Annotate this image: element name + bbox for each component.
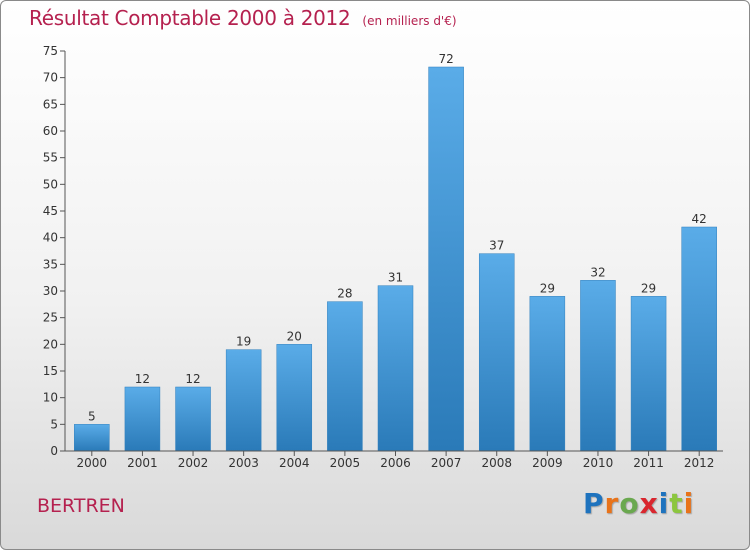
y-tick-label: 55	[43, 151, 58, 165]
x-tick-label-2011: 2011	[633, 456, 664, 470]
data-label-2012: 42	[692, 212, 707, 226]
data-label-2000: 5	[88, 409, 96, 423]
y-tick-label: 40	[43, 231, 58, 245]
bar-2000	[74, 424, 110, 452]
x-tick-label-2001: 2001	[127, 456, 158, 470]
y-tick-label: 45	[43, 204, 58, 218]
logo-letter: x	[639, 487, 659, 520]
data-label-2011: 29	[641, 281, 656, 295]
y-axis: 0 5 10 15 20 25 30 35 40 45 50 55 60 65 70 75	[43, 44, 66, 458]
logo-letter: t	[669, 487, 684, 520]
bar-2001	[124, 386, 161, 452]
data-label-2001: 12	[135, 372, 150, 386]
bar-2003	[225, 349, 262, 452]
bar-2008	[478, 253, 515, 452]
bar-2012	[681, 226, 717, 452]
chart-title: Résultat Comptable 2000 à 2012 (en millie…	[29, 6, 457, 30]
data-label-2002: 12	[185, 372, 200, 386]
y-tick-label: 65	[43, 97, 58, 111]
data-label-2007: 72	[438, 52, 453, 66]
x-tick-label-2000: 2000	[77, 456, 108, 470]
commune-name: BERTREN	[37, 495, 125, 517]
y-tick-label: 20	[43, 337, 58, 351]
x-tick-label-2010: 2010	[583, 456, 614, 470]
data-label-2006: 31	[388, 271, 403, 285]
y-tick-label: 35	[43, 257, 58, 271]
x-tick-label-2008: 2008	[481, 456, 512, 470]
proxiti-logo: Proxiti	[583, 487, 694, 520]
y-tick-label: 15	[43, 364, 58, 378]
logo-letter: P	[583, 487, 605, 520]
data-label-2008: 37	[489, 239, 504, 253]
bar-2007	[428, 66, 464, 452]
x-tick-label-2006: 2006	[380, 456, 411, 470]
y-tick-label: 50	[43, 177, 58, 191]
y-tick-label: 5	[50, 417, 58, 431]
logo-letter: r	[604, 487, 620, 520]
logo-letter: o	[619, 487, 640, 520]
data-label-2004: 20	[287, 329, 302, 343]
bars: 5 12 12 19 20 28 31 72 37 29 32 29 42	[74, 52, 717, 452]
x-axis: 2000 2001 2002 2003 2004 2005 2006 2007 2008 2009…	[65, 450, 723, 470]
bar-2011	[630, 296, 667, 452]
unit-note: (en milliers d'€)	[362, 14, 457, 28]
y-tick-label: 70	[43, 71, 58, 85]
x-tick-label-2009: 2009	[532, 456, 563, 470]
bar-2010	[580, 280, 616, 452]
data-label-2010: 32	[590, 265, 605, 279]
bar-2002	[175, 386, 211, 452]
y-tick-label: 30	[43, 284, 58, 298]
x-tick-label-2002: 2002	[178, 456, 209, 470]
logo-letter: i	[658, 487, 670, 520]
y-tick-label: 0	[50, 444, 58, 458]
data-label-2009: 29	[540, 281, 555, 295]
x-tick-label-2012: 2012	[684, 456, 715, 470]
y-tick-label: 10	[43, 391, 58, 405]
bar-2009	[529, 296, 566, 452]
title-text: Résultat Comptable 2000 à 2012	[29, 6, 351, 30]
y-tick-label: 25	[43, 311, 58, 325]
data-label-2003: 19	[236, 335, 251, 349]
bar-2005	[327, 301, 363, 452]
y-tick-label: 75	[43, 44, 58, 58]
y-tick-label: 60	[43, 124, 58, 138]
data-label-2005: 28	[337, 287, 352, 301]
x-tick-label-2003: 2003	[228, 456, 259, 470]
logo-letter: i	[683, 487, 695, 520]
x-tick-label-2004: 2004	[279, 456, 310, 470]
x-tick-label-2005: 2005	[330, 456, 361, 470]
x-tick-label-2007: 2007	[431, 456, 462, 470]
bar-2006	[377, 285, 414, 452]
bar-2004	[276, 344, 313, 452]
